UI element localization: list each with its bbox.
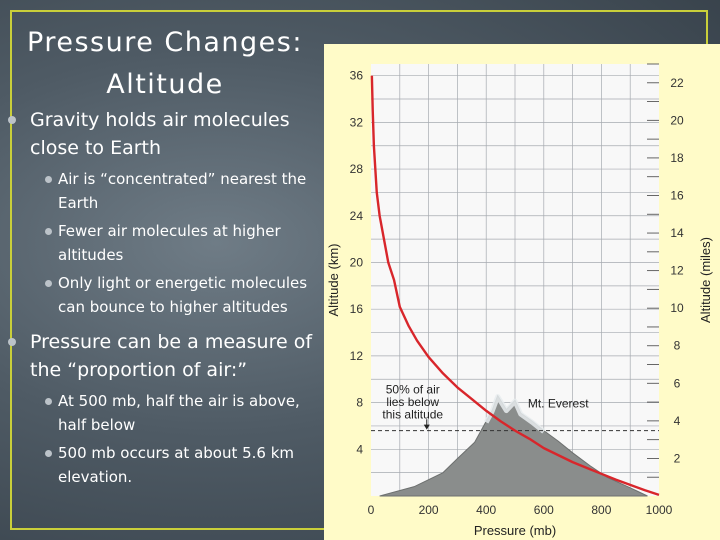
x-axis-title: Pressure (mb)	[474, 523, 556, 538]
annotation-half-air: lies below	[386, 395, 439, 409]
x-tick-label: 800	[591, 503, 611, 517]
y2-tick-label: 2	[674, 451, 681, 465]
y2-tick-label: 10	[670, 301, 684, 315]
x-tick-label: 1000	[646, 503, 673, 517]
y-tick-label: 32	[350, 115, 364, 129]
bullet-pressure-proportion: Pressure can be a measure of the “propor…	[8, 328, 326, 384]
sub-bullet-500mb-elevation: 500 mb occurs at about 5.6 km elevation.	[8, 442, 326, 489]
y2-tick-label: 12	[670, 264, 684, 278]
sub-bullet-concentrated: Air is “concentrated” nearest the Earth	[8, 168, 326, 215]
y2-tick-label: 20	[670, 113, 684, 127]
y-tick-label: 20	[350, 255, 364, 269]
pressure-curve	[370, 75, 660, 496]
x-tick-label: 600	[534, 503, 554, 517]
y2-tick-label: 18	[670, 151, 684, 165]
bullet-list: Gravity holds air molecules close to Ear…	[8, 106, 326, 494]
y-tick-label: 4	[356, 442, 363, 456]
y-tick-label: 28	[350, 162, 364, 176]
y2-tick-label: 4	[674, 414, 681, 428]
sub-bullet-fewer-molecules: Fewer air molecules at higher altitudes	[8, 220, 326, 267]
x-tick-label: 400	[476, 503, 496, 517]
slide-title: Pressure Changes: Altitude	[20, 22, 310, 106]
y-axis-title: Altitude (km)	[326, 244, 341, 317]
chart-panel: 4 8 12 16 20 24 28 32 36 2 4 6 8 10 12 14 16 18 20 22 0 200 40…	[324, 44, 720, 540]
sub-bullet-energetic-molecules: Only light or energetic molecules can bo…	[8, 272, 326, 319]
y2-tick-label: 22	[670, 76, 684, 90]
y-tick-label: 24	[350, 209, 364, 223]
slide-title-line-2: Altitude	[106, 69, 224, 100]
annotation-half-air: 50% of air	[386, 382, 440, 396]
bullet-gravity: Gravity holds air molecules close to Ear…	[8, 106, 326, 162]
annotation-arrowhead	[423, 424, 430, 430]
mountain-snow	[484, 394, 546, 434]
y-tick-label: 36	[350, 69, 364, 83]
y2-axis-title: Altitude (miles)	[698, 237, 713, 323]
y2-tick-label: 16	[670, 188, 684, 202]
x-tick-label: 200	[419, 503, 439, 517]
y-tick-label: 16	[350, 302, 364, 316]
y-tick-label: 12	[350, 349, 364, 363]
y-tick-label: 8	[356, 396, 363, 410]
y2-tick-label: 8	[674, 339, 681, 353]
x-tick-label: 0	[368, 503, 375, 517]
annotation-mt-everest: Mt. Everest	[528, 396, 589, 410]
annotation-half-air: this altitude	[382, 407, 443, 421]
y2-tick-label: 6	[674, 376, 681, 390]
y2-tick-label: 14	[670, 226, 684, 240]
sub-bullet-500mb-half: At 500 mb, half the air is above, half b…	[8, 390, 326, 437]
slide-title-line-1: Pressure Changes:	[27, 27, 303, 58]
